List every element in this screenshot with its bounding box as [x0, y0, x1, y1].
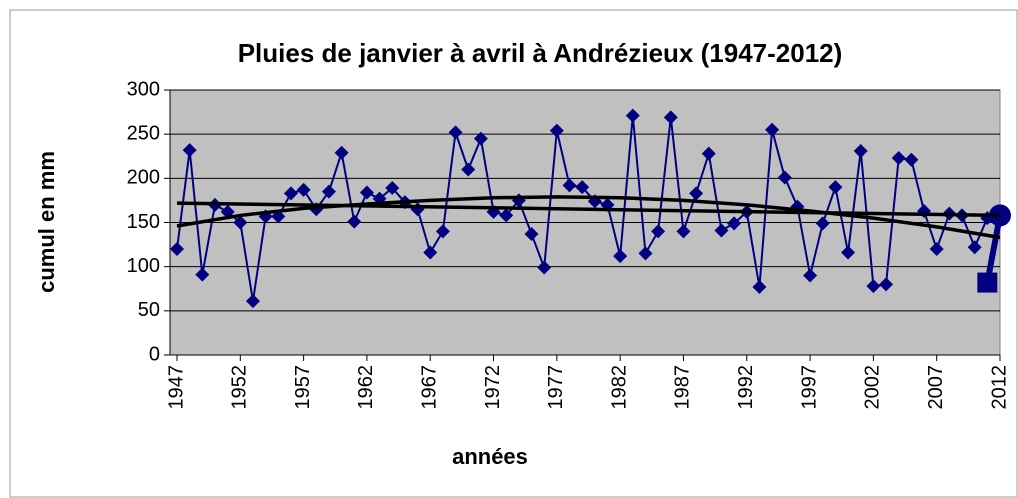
x-tick-label: 1952 — [229, 365, 251, 410]
point-marker — [701, 146, 716, 161]
point-marker — [714, 223, 729, 238]
point-marker — [765, 122, 780, 137]
point-marker — [347, 214, 362, 229]
point-marker — [866, 279, 881, 294]
point-marker — [435, 224, 450, 239]
point-marker — [170, 242, 184, 256]
point-marker — [803, 268, 818, 283]
point-marker — [777, 170, 792, 185]
y-tick-label: 50 — [138, 299, 160, 321]
point-marker — [967, 240, 982, 255]
point-marker — [929, 242, 944, 256]
point-marker — [448, 125, 463, 140]
point-marker — [638, 246, 653, 261]
y-tick-label: 200 — [127, 167, 160, 189]
point-marker — [689, 186, 704, 201]
series-line — [176, 201, 1001, 218]
point-marker — [524, 226, 539, 241]
point-marker — [473, 131, 488, 146]
point-marker — [562, 178, 577, 193]
point-marker — [296, 182, 311, 197]
point-marker — [334, 145, 349, 160]
point-marker — [651, 224, 666, 239]
y-tick-label: 150 — [127, 211, 160, 233]
y-tick-label: 100 — [127, 255, 160, 277]
point-marker — [841, 245, 856, 260]
x-tick-label: 1992 — [735, 365, 757, 410]
point-marker — [537, 260, 552, 275]
x-tick-label: 1977 — [545, 365, 567, 410]
point-marker — [977, 272, 998, 293]
point-marker — [676, 224, 691, 239]
x-tick-label: 2007 — [925, 365, 947, 410]
point-marker — [195, 267, 210, 282]
point-marker — [321, 184, 336, 199]
x-axis-label: années — [452, 444, 528, 469]
point-marker — [752, 279, 767, 294]
point-marker — [283, 186, 298, 201]
point-marker — [245, 294, 260, 309]
point-marker — [575, 180, 590, 195]
point-marker — [549, 123, 564, 138]
y-axis-label: cumul en mm — [34, 151, 59, 293]
point-marker — [625, 108, 640, 123]
series-line — [176, 195, 1001, 240]
series-line — [984, 214, 1003, 284]
y-tick-label: 300 — [127, 78, 160, 100]
chart-title: Pluies de janvier à avril à Andrézieux (… — [238, 38, 843, 68]
x-tick-label: 1967 — [419, 365, 441, 410]
point-marker — [904, 152, 919, 167]
point-marker — [423, 245, 438, 260]
x-tick-label: 1972 — [482, 365, 504, 410]
x-tick-label: 2002 — [862, 365, 884, 410]
x-tick-label: 1962 — [355, 365, 377, 410]
y-tick-label: 0 — [149, 343, 160, 365]
point-marker — [233, 215, 248, 230]
point-marker — [663, 110, 678, 125]
point-marker — [385, 181, 400, 196]
x-tick-label: 2012 — [988, 365, 1010, 410]
x-tick-label: 1957 — [292, 365, 314, 410]
x-tick-label: 1997 — [798, 365, 820, 410]
x-tick-label: 1987 — [672, 365, 694, 410]
point-marker — [613, 249, 628, 264]
point-marker — [499, 208, 514, 223]
x-tick-label: 1982 — [608, 365, 630, 410]
point-marker — [727, 216, 742, 231]
point-marker — [182, 143, 197, 158]
point-marker — [815, 216, 830, 231]
point-marker — [853, 143, 868, 158]
point-marker — [879, 277, 894, 292]
point-marker — [891, 151, 906, 166]
point-marker — [461, 162, 476, 177]
point-marker — [359, 185, 374, 200]
point-marker — [828, 180, 843, 195]
y-tick-label: 250 — [127, 122, 160, 144]
x-tick-label: 1947 — [165, 365, 187, 410]
